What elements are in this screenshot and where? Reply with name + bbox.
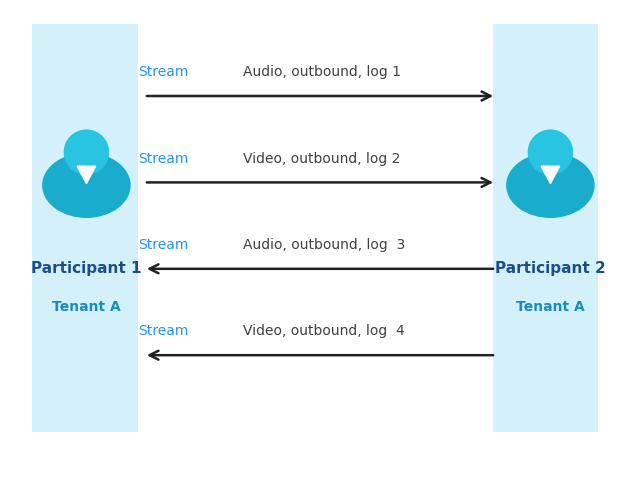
Text: Stream: Stream (138, 65, 189, 79)
Bar (32, 24, 138, 432)
Text: Stream: Stream (138, 324, 189, 338)
Polygon shape (541, 166, 560, 183)
Ellipse shape (43, 154, 130, 217)
Text: Participant 1: Participant 1 (31, 261, 141, 276)
Text: Video, outbound, log 2: Video, outbound, log 2 (243, 152, 401, 166)
Ellipse shape (507, 154, 594, 217)
Text: Tenant A: Tenant A (516, 300, 585, 314)
Text: Stream: Stream (138, 152, 189, 166)
Text: Audio, outbound, log  3: Audio, outbound, log 3 (243, 238, 406, 252)
Circle shape (529, 130, 572, 174)
Polygon shape (77, 166, 96, 183)
Bar (493, 24, 598, 432)
Text: Stream: Stream (138, 238, 189, 252)
Text: Tenant A: Tenant A (52, 300, 121, 314)
Text: Video, outbound, log  4: Video, outbound, log 4 (243, 324, 405, 338)
Circle shape (65, 130, 108, 174)
Text: Participant 2: Participant 2 (495, 261, 606, 276)
Text: Audio, outbound, log 1: Audio, outbound, log 1 (243, 65, 401, 79)
